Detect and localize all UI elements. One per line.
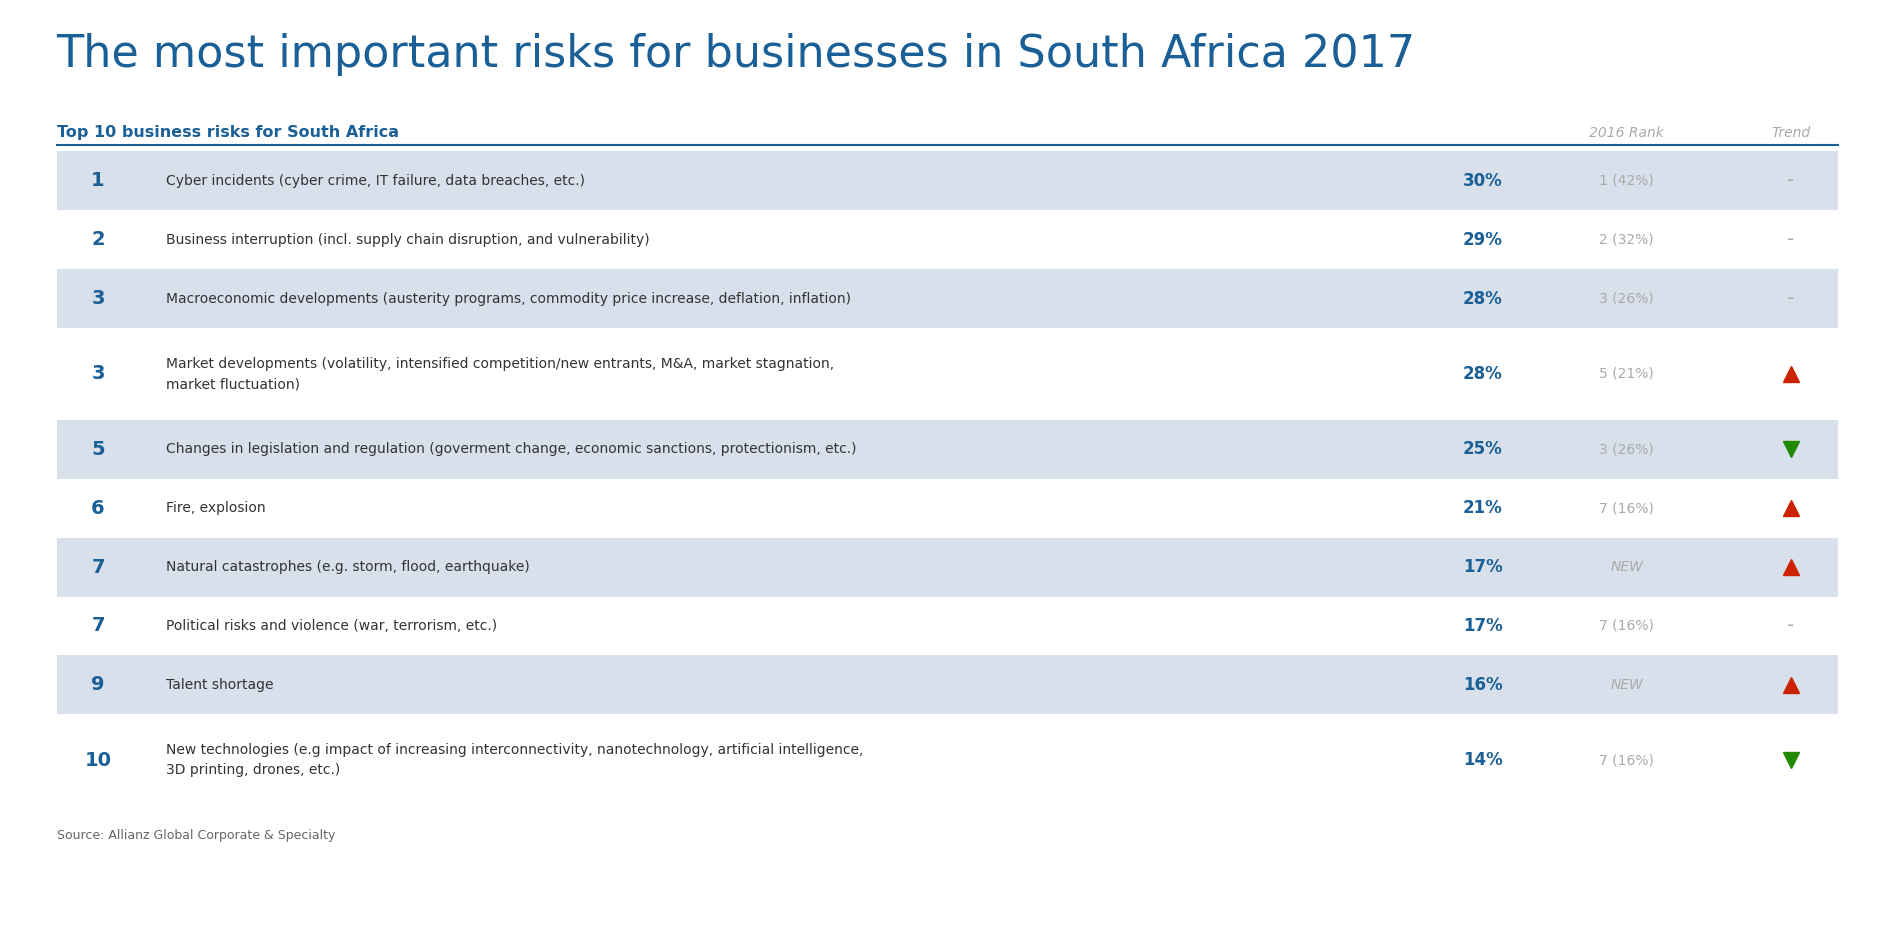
- Text: 2016 Rank: 2016 Rank: [1589, 126, 1664, 140]
- Text: NEW: NEW: [1610, 560, 1644, 574]
- Text: 25%: 25%: [1463, 440, 1502, 458]
- Text: Cyber incidents (cyber crime, IT failure, data breaches, etc.): Cyber incidents (cyber crime, IT failure…: [166, 174, 584, 188]
- Text: The most important risks for businesses in South Africa 2017: The most important risks for businesses …: [57, 33, 1416, 76]
- Text: Top 10 business risks for South Africa: Top 10 business risks for South Africa: [57, 125, 398, 140]
- Text: Natural catastrophes (e.g. storm, flood, earthquake): Natural catastrophes (e.g. storm, flood,…: [166, 560, 530, 574]
- Text: 1: 1: [90, 171, 106, 191]
- Text: 2 (32%): 2 (32%): [1600, 233, 1653, 247]
- Text: 3: 3: [90, 365, 106, 383]
- Text: Fire, explosion: Fire, explosion: [166, 501, 266, 515]
- Text: Talent shortage: Talent shortage: [166, 678, 273, 692]
- Text: 28%: 28%: [1463, 290, 1502, 308]
- Text: 2: 2: [90, 230, 106, 250]
- FancyBboxPatch shape: [57, 479, 1838, 538]
- Text: 9: 9: [90, 675, 106, 695]
- Text: 30%: 30%: [1463, 172, 1502, 190]
- Text: 7: 7: [90, 616, 106, 636]
- Text: New technologies (e.g impact of increasing interconnectivity, nanotechnology, ar: New technologies (e.g impact of increasi…: [166, 742, 863, 778]
- Text: Political risks and violence (war, terrorism, etc.): Political risks and violence (war, terro…: [166, 619, 498, 633]
- Text: 6: 6: [90, 498, 106, 518]
- Text: 28%: 28%: [1463, 365, 1502, 383]
- FancyBboxPatch shape: [57, 420, 1838, 479]
- Text: 16%: 16%: [1463, 676, 1502, 694]
- FancyBboxPatch shape: [57, 328, 1838, 420]
- FancyBboxPatch shape: [57, 210, 1838, 269]
- Text: 29%: 29%: [1463, 231, 1502, 249]
- Text: 10: 10: [85, 751, 111, 770]
- Text: Macroeconomic developments (austerity programs, commodity price increase, deflat: Macroeconomic developments (austerity pr…: [166, 292, 850, 306]
- Text: Changes in legislation and regulation (goverment change, economic sanctions, pro: Changes in legislation and regulation (g…: [166, 442, 856, 456]
- Text: -: -: [1787, 171, 1795, 191]
- Text: NEW: NEW: [1610, 678, 1644, 692]
- Text: 3 (26%): 3 (26%): [1598, 292, 1655, 306]
- Text: 7 (16%): 7 (16%): [1598, 754, 1655, 767]
- Text: -: -: [1787, 289, 1795, 309]
- Text: 7 (16%): 7 (16%): [1598, 501, 1655, 515]
- Text: 7 (16%): 7 (16%): [1598, 619, 1655, 633]
- FancyBboxPatch shape: [57, 655, 1838, 714]
- Text: 1 (42%): 1 (42%): [1598, 174, 1655, 188]
- FancyBboxPatch shape: [57, 538, 1838, 597]
- FancyBboxPatch shape: [57, 151, 1838, 210]
- Text: Source: Allianz Global Corporate & Specialty: Source: Allianz Global Corporate & Speci…: [57, 829, 336, 842]
- FancyBboxPatch shape: [57, 597, 1838, 655]
- Text: 5 (21%): 5 (21%): [1598, 367, 1655, 381]
- Text: 7: 7: [90, 557, 106, 577]
- Text: -: -: [1787, 230, 1795, 250]
- Text: 14%: 14%: [1463, 751, 1502, 770]
- FancyBboxPatch shape: [57, 269, 1838, 328]
- Text: 21%: 21%: [1463, 499, 1502, 517]
- FancyBboxPatch shape: [57, 714, 1838, 806]
- Text: 5: 5: [90, 439, 106, 459]
- Text: 17%: 17%: [1463, 617, 1502, 635]
- Text: -: -: [1787, 616, 1795, 636]
- Text: 3 (26%): 3 (26%): [1598, 442, 1655, 456]
- Text: 17%: 17%: [1463, 558, 1502, 576]
- Text: Trend: Trend: [1772, 126, 1810, 140]
- Text: Market developments (volatility, intensified competition/new entrants, M&A, mark: Market developments (volatility, intensi…: [166, 356, 833, 392]
- Text: 3: 3: [90, 289, 106, 309]
- Text: Business interruption (incl. supply chain disruption, and vulnerability): Business interruption (incl. supply chai…: [166, 233, 650, 247]
